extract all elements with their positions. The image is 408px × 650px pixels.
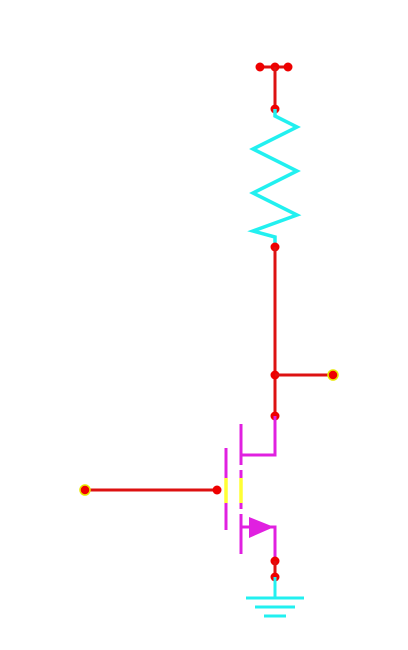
supply-node-left[interactable] <box>256 63 265 72</box>
n-channel-mosfet[interactable] <box>226 416 275 561</box>
input-terminal <box>80 485 222 495</box>
mosfet-source-arrow <box>249 517 274 538</box>
mosfet-drain-lead <box>241 416 275 455</box>
supply-node-right[interactable] <box>284 63 293 72</box>
output-terminal <box>275 370 338 380</box>
resistor[interactable] <box>253 109 297 247</box>
output-pin[interactable] <box>328 370 338 380</box>
input-pin[interactable] <box>80 485 90 495</box>
ground[interactable] <box>246 577 304 616</box>
gate-node[interactable] <box>213 486 222 495</box>
